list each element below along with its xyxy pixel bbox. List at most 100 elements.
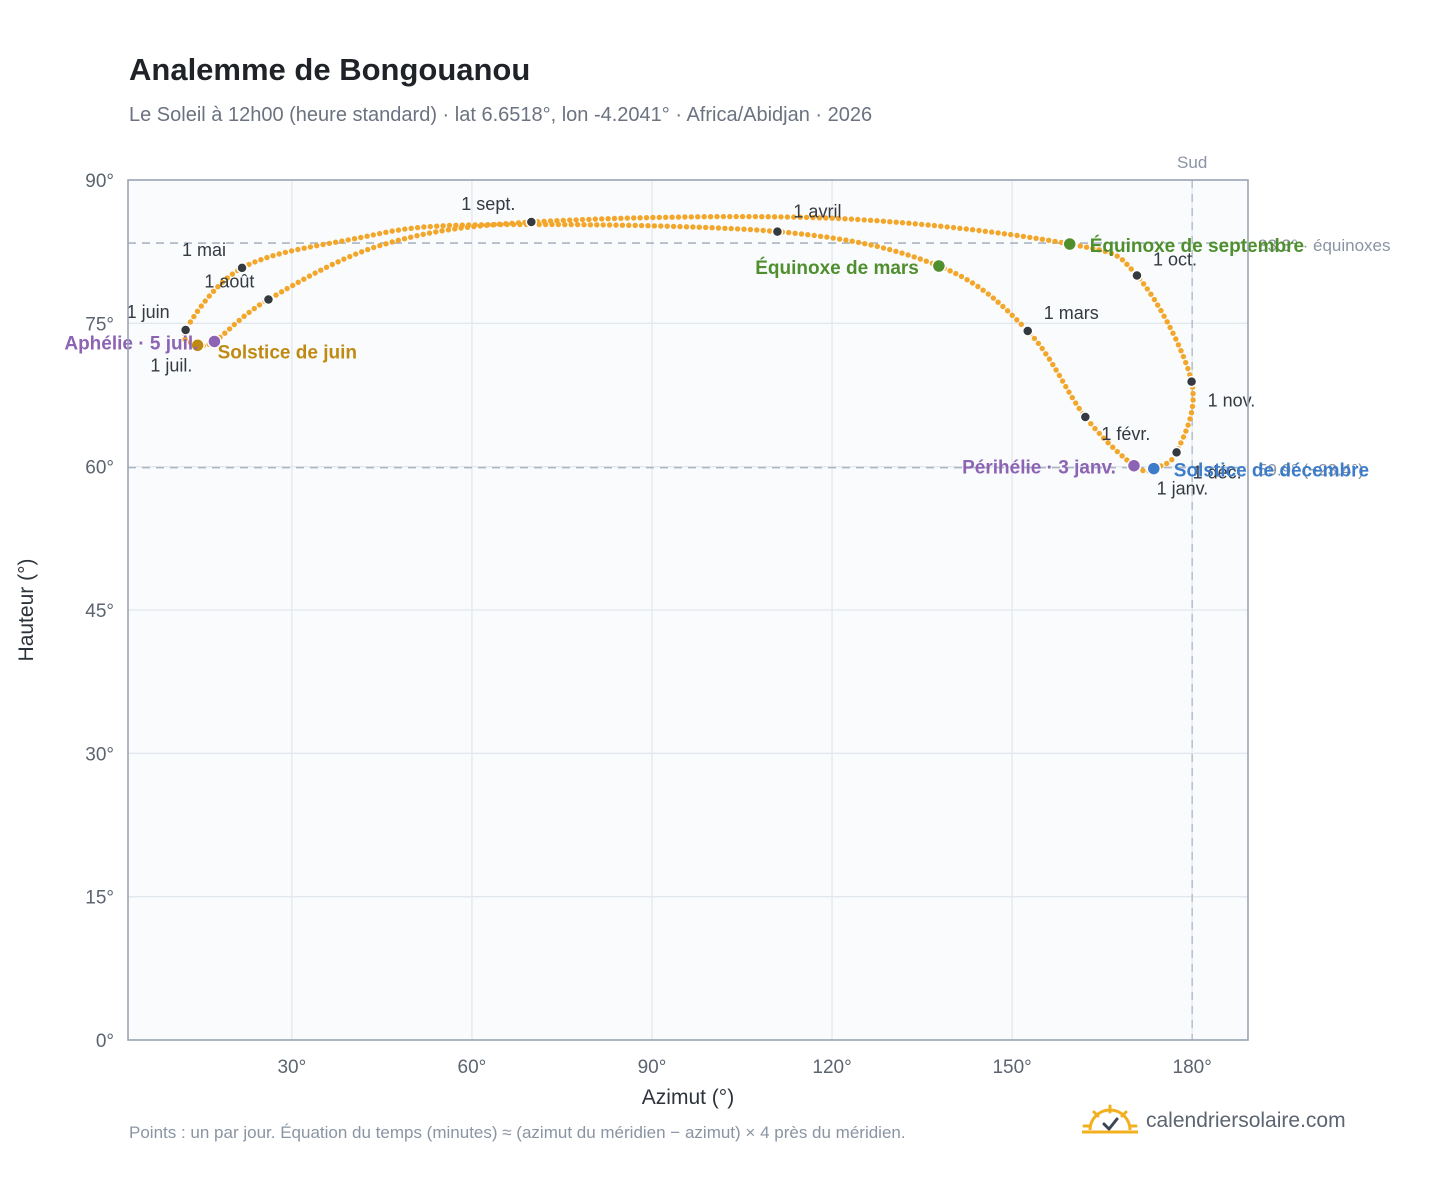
day-point (861, 217, 867, 223)
day-point (836, 236, 843, 242)
day-point (586, 216, 592, 223)
day-point (919, 221, 925, 228)
day-point (848, 216, 855, 222)
day-point (483, 222, 490, 228)
day-point (568, 221, 574, 228)
month-marker (1021, 325, 1034, 337)
day-point (458, 225, 464, 231)
day-point (990, 295, 996, 301)
day-point (1035, 340, 1042, 347)
day-point (969, 227, 976, 233)
day-point (191, 313, 197, 320)
day-point (365, 246, 371, 253)
reference-lines: Sud 83.3° · équinoxes 59.9° (−23.4°) (128, 153, 1391, 1040)
day-point (739, 213, 746, 220)
brand-logo[interactable]: calendriersolaire.com (1082, 1104, 1346, 1138)
month-marker (1185, 375, 1198, 388)
day-point (747, 226, 754, 233)
day-point (1050, 361, 1056, 368)
day-point (426, 230, 433, 236)
day-point (1167, 324, 1173, 331)
day-point (1180, 353, 1187, 360)
day-point (976, 227, 982, 234)
day-point (650, 214, 656, 221)
y-tick-label: 75° (85, 314, 114, 335)
day-point (715, 225, 722, 231)
day-point (606, 222, 613, 228)
day-point (224, 275, 230, 281)
day-point (329, 261, 335, 268)
month-label: 1 juil. (150, 355, 192, 375)
day-point (312, 270, 318, 276)
day-point (611, 215, 618, 222)
day-point (912, 221, 918, 227)
day-point (830, 235, 836, 241)
day-point (471, 223, 477, 230)
monthly-markers: 1 janv. 1 févr. 1 mars 1 avril 1 mai 1 juin 1 … (127, 194, 1256, 498)
day-point (754, 227, 760, 233)
event-label: Équinoxe de septembre (1090, 235, 1304, 257)
day-point (722, 225, 728, 231)
day-point (931, 222, 938, 229)
day-point (229, 271, 236, 277)
x-tick-label: 150° (992, 1057, 1031, 1078)
day-point (771, 214, 778, 220)
day-point (278, 289, 285, 295)
day-point (339, 238, 345, 244)
event-marker (207, 334, 222, 349)
day-point (995, 230, 1001, 236)
month-label: 1 févr. (1101, 424, 1150, 444)
day-point (975, 283, 981, 290)
y-tick-label: 15° (85, 888, 114, 909)
day-point (619, 222, 626, 228)
day-point (963, 226, 969, 232)
day-point (618, 215, 624, 221)
day-point (574, 221, 581, 228)
day-point (874, 243, 880, 250)
day-point (714, 213, 720, 220)
day-point (893, 219, 899, 225)
day-point (1069, 394, 1076, 401)
day-point (210, 288, 217, 294)
day-point (401, 236, 408, 242)
day-point (301, 245, 307, 251)
day-point (1076, 405, 1082, 412)
reference-line-label: 83.3° · équinoxes (1258, 236, 1391, 255)
day-point (797, 214, 803, 220)
day-point (1114, 448, 1121, 455)
day-point (433, 229, 439, 235)
day-point (1020, 233, 1027, 240)
event-marker (1126, 458, 1142, 473)
day-point (371, 244, 377, 251)
day-point (335, 259, 341, 265)
day-point (377, 242, 383, 249)
day-point (273, 292, 279, 298)
day-point (402, 226, 408, 232)
day-point (696, 224, 702, 230)
month-marker (1170, 446, 1183, 459)
day-point (408, 234, 414, 240)
day-point (345, 237, 351, 243)
day-point (301, 276, 307, 282)
day-point (246, 261, 252, 268)
day-point (786, 229, 792, 236)
day-point (307, 244, 314, 250)
day-point (823, 215, 829, 221)
day-point (727, 213, 733, 220)
day-point (353, 251, 359, 257)
day-point (1066, 389, 1072, 395)
event-label: Périhélie · 3 janv. (962, 458, 1116, 479)
day-point (323, 264, 330, 270)
day-point (631, 215, 637, 221)
day-point (219, 279, 226, 285)
day-point (906, 220, 912, 226)
day-point (332, 239, 339, 245)
day-point (1018, 321, 1024, 327)
month-marker (771, 225, 784, 238)
day-point (587, 222, 594, 228)
day-point (351, 236, 358, 242)
day-point (917, 256, 923, 262)
day-point (1073, 400, 1079, 406)
day-point (288, 248, 295, 254)
